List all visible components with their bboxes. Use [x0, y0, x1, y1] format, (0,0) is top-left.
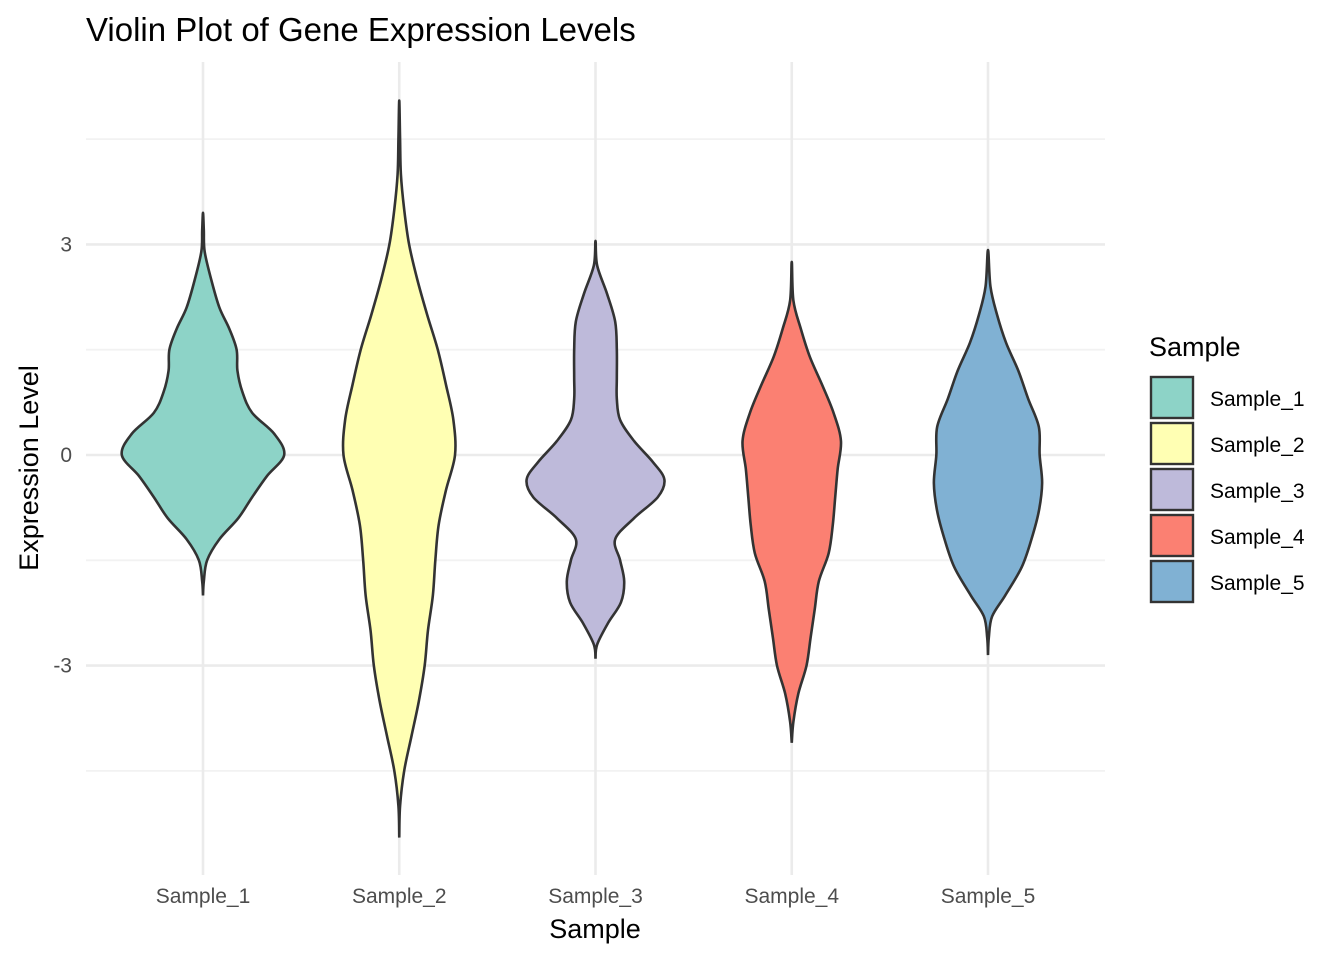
x-axis-title: Sample	[549, 914, 641, 944]
violin-sample-2	[341, 99, 457, 838]
y-tick-label: 3	[60, 233, 72, 256]
legend-key	[1149, 421, 1195, 466]
x-axis-ticks: Sample_1 Sample_2 Sample_3 Sample_4 Sample_5	[156, 885, 1036, 908]
x-tick-label: Sample_1	[156, 885, 251, 908]
violin-sample-1	[120, 211, 286, 596]
violin-sample-5	[932, 248, 1044, 656]
legend-key	[1149, 467, 1195, 512]
x-tick-label: Sample_4	[744, 885, 839, 908]
x-tick-label: Sample_5	[941, 885, 1036, 908]
x-tick-label: Sample_3	[548, 885, 643, 908]
chart-title: Violin Plot of Gene Expression Levels	[86, 11, 636, 48]
legend-key	[1149, 559, 1195, 604]
legend-key	[1149, 375, 1195, 420]
legend-label: Sample_2	[1210, 434, 1305, 457]
legend-label: Sample_5	[1210, 572, 1305, 595]
violin-sample-4	[741, 260, 843, 743]
violin-sample-3	[525, 239, 666, 659]
legend-label: Sample_4	[1210, 526, 1305, 549]
y-tick-label: -3	[53, 655, 72, 678]
y-axis-title: Expression Level	[14, 365, 44, 571]
legend-label: Sample_1	[1210, 388, 1305, 411]
violins	[120, 99, 1044, 838]
y-tick-label: 0	[60, 444, 72, 467]
legend-title: Sample	[1149, 332, 1241, 362]
legend-key	[1149, 513, 1195, 558]
legend: Sample Sample_1Sample_2Sample_3Sample_4S…	[1149, 332, 1305, 604]
x-tick-label: Sample_2	[352, 885, 447, 908]
legend-label: Sample_3	[1210, 480, 1305, 503]
legend-items: Sample_1 Sample_2 Sample_3 Sample_4 Sample_5	[1149, 375, 1305, 604]
y-axis-ticks: -3 0 3	[53, 233, 72, 677]
